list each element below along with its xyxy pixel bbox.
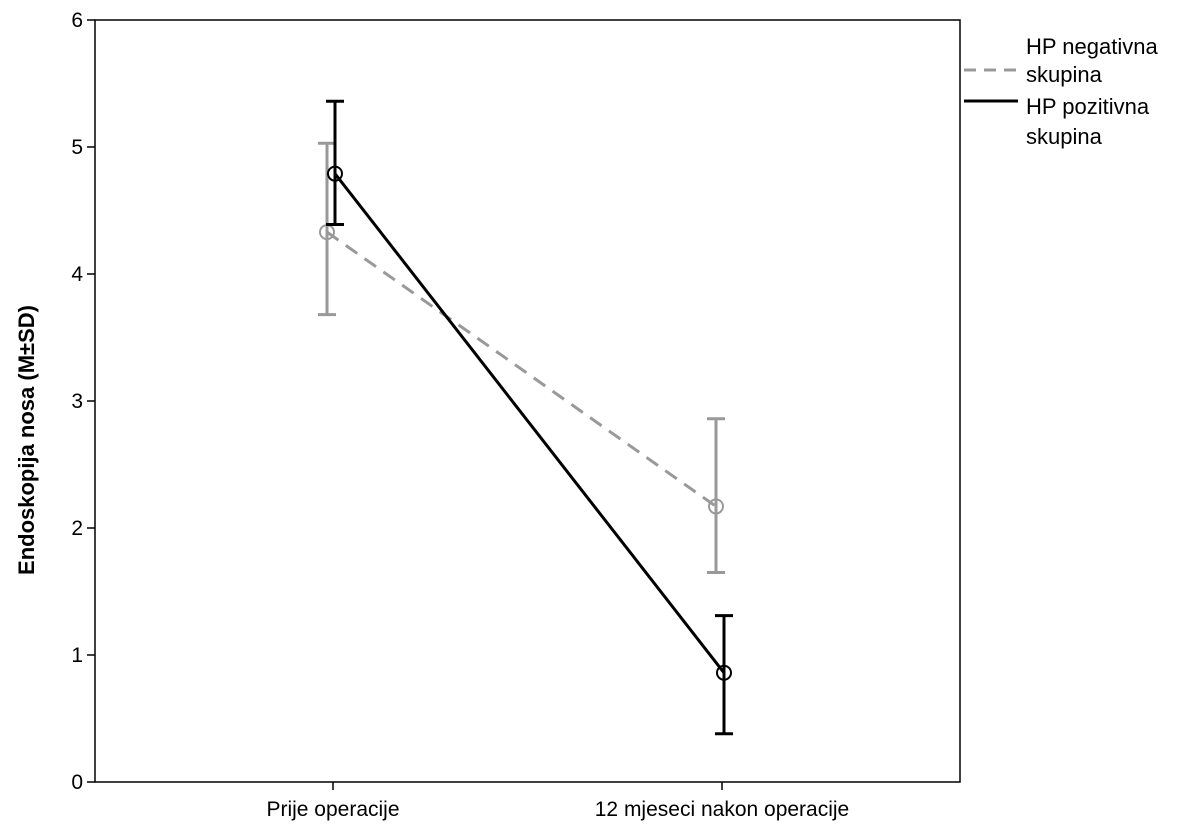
series-hp-pozitivna xyxy=(326,99,733,736)
y-axis: 0 1 2 3 4 5 6 xyxy=(71,9,95,794)
data-point xyxy=(327,165,343,182)
y-tick-label: 6 xyxy=(71,9,83,32)
x-tick-label: Prije operacije xyxy=(266,798,399,821)
y-tick-label: 2 xyxy=(71,517,83,540)
data-point xyxy=(708,498,724,515)
y-tick-label: 3 xyxy=(71,390,83,413)
legend: HP negativna skupina HP pozitivna skupin… xyxy=(964,34,1158,149)
series-layer xyxy=(318,99,733,736)
legend-label-negative-line2: skupina xyxy=(1026,62,1103,87)
x-tick-label: 12 mjeseci nakon operacije xyxy=(595,798,849,821)
y-axis-title: Endoskopija nosa (M±SD) xyxy=(14,305,39,575)
y-tick-label: 5 xyxy=(71,136,83,159)
y-tick-label: 4 xyxy=(71,263,83,286)
y-tick-label: 0 xyxy=(71,771,83,794)
plot-area xyxy=(94,19,961,783)
series-hp-negativna xyxy=(318,141,725,574)
series-line xyxy=(333,172,726,674)
legend-label-positive-line1: HP pozitivna xyxy=(1026,94,1150,119)
legend-label-negative-line1: HP negativna xyxy=(1026,34,1158,59)
series-line xyxy=(326,230,717,508)
y-tick-label: 1 xyxy=(71,644,83,667)
x-axis: Prije operacije 12 mjeseci nakon operacij… xyxy=(266,782,849,821)
data-point xyxy=(716,664,732,681)
legend-label-positive-line2: skupina xyxy=(1026,124,1103,149)
